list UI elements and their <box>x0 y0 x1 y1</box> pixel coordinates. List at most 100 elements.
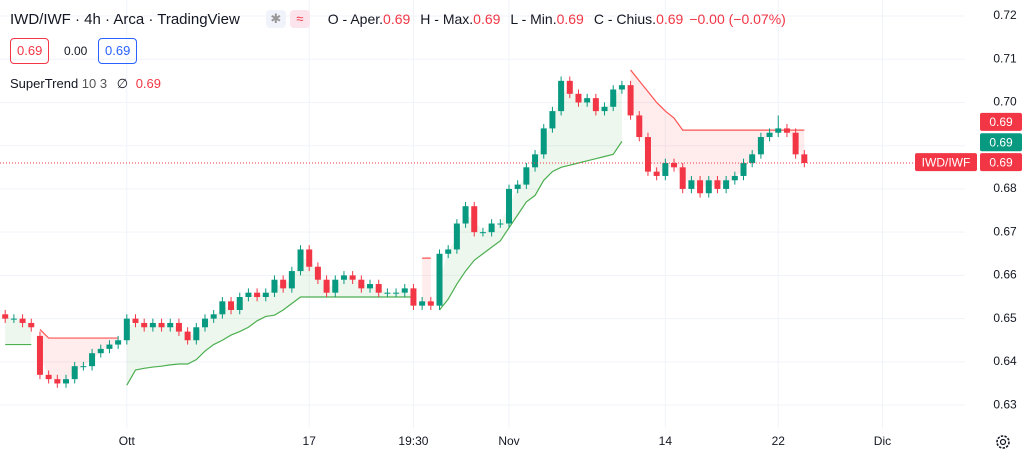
candle-body <box>184 331 191 341</box>
candle-body <box>766 132 773 138</box>
candle-body <box>375 284 382 293</box>
candle-body <box>618 85 625 90</box>
trend-fill <box>5 316 32 345</box>
candle-body <box>349 275 356 280</box>
y-tick-label: 0.63 <box>993 397 1017 411</box>
candle-body <box>141 322 148 328</box>
candle-body <box>106 344 113 349</box>
candle-body <box>314 266 321 280</box>
candle-body <box>679 167 686 189</box>
gear-hole <box>999 438 1007 446</box>
candle-body <box>575 93 582 103</box>
candle-body <box>532 154 539 168</box>
y-tick-label: 0.72 <box>993 8 1017 22</box>
ohlc-value: 0.69 <box>473 11 501 27</box>
candle-body <box>228 301 235 310</box>
candle-body <box>749 154 756 163</box>
ask[interactable]: 0.69 <box>98 38 138 64</box>
candle-body <box>540 128 547 155</box>
candle-body <box>549 111 556 129</box>
candle-body <box>740 162 747 176</box>
candle-body <box>436 253 443 306</box>
trend-fill <box>39 329 119 382</box>
candle-body <box>453 223 460 250</box>
candle-body <box>419 301 426 306</box>
indicator-value: 0.69 <box>135 76 161 91</box>
ohlc-label: H - Max. <box>420 11 474 27</box>
candle-body <box>705 180 712 194</box>
y-tick-label: 0.67 <box>993 224 1017 238</box>
candle-body <box>132 318 139 323</box>
candle-body <box>479 232 486 234</box>
y-tick-label: 0.70 <box>993 95 1017 109</box>
candle-body <box>731 175 738 181</box>
ohlc-label: O - Aper. <box>327 11 384 27</box>
candle-body <box>514 184 521 189</box>
candle-body <box>2 314 9 319</box>
candle-body <box>245 292 252 298</box>
x-tick-label: 19:30 <box>398 434 428 448</box>
candle-body <box>10 318 17 320</box>
candle-body <box>271 279 278 293</box>
candle-body <box>505 188 512 224</box>
candle-body <box>401 288 408 293</box>
symbol-tag-label: IWD/IWF <box>922 155 971 169</box>
gear-ring <box>996 435 1010 449</box>
candle-body <box>427 301 434 306</box>
trend-fill <box>422 258 431 304</box>
header: IWD/IWF · 4h · Arca · TradingView ✱ ≈ O … <box>10 10 786 28</box>
candle-body <box>288 271 295 289</box>
candle-body <box>201 318 208 328</box>
candle-body <box>149 322 156 328</box>
candle-body <box>175 322 182 332</box>
candle-body <box>323 279 330 293</box>
price-tag-bg <box>980 153 1022 172</box>
candle-body <box>254 292 261 298</box>
candle-body <box>488 223 495 233</box>
price-tag-label: 0.69 <box>989 135 1013 149</box>
indicator-symbol: ∅ <box>116 76 129 91</box>
bid[interactable]: 0.69 <box>10 38 50 64</box>
candle-body <box>523 167 530 185</box>
candle-body <box>89 353 96 367</box>
price-tag-label: 0.69 <box>989 115 1013 129</box>
candle-body <box>63 379 70 384</box>
candle-body <box>358 279 365 289</box>
candle-body <box>193 327 200 341</box>
candle-body <box>393 292 400 294</box>
ohlc-value: 0.69 <box>656 11 684 27</box>
candle-body <box>636 115 643 138</box>
candle-body <box>757 137 764 155</box>
price-tag: 0.69 <box>980 133 1022 152</box>
candle-body <box>783 128 790 133</box>
candle-body <box>332 279 339 293</box>
candle-body <box>671 162 678 168</box>
candle-body <box>410 288 417 306</box>
candle-body <box>219 301 226 315</box>
price-tag-bg <box>980 112 1022 131</box>
x-tick-label: Ott <box>119 434 136 448</box>
candle-body <box>688 180 695 189</box>
candle-body <box>115 340 122 345</box>
settings-icon[interactable] <box>996 435 1010 449</box>
candle-body <box>775 128 782 133</box>
icon[interactable]: ≈ <box>289 10 310 28</box>
candle-body <box>340 275 347 280</box>
price-tag-bg <box>980 133 1022 152</box>
candle-body <box>97 348 104 354</box>
x-tick-label: Nov <box>498 434 519 448</box>
x-tick-label: 22 <box>772 434 786 448</box>
symbol: IWD/IWF · 4h · Arca · TradingView <box>10 10 240 28</box>
candle-body <box>80 366 87 368</box>
supertrend-line <box>5 141 623 386</box>
candle-body <box>497 223 504 225</box>
icon[interactable]: ✱ <box>265 10 286 28</box>
candle-body <box>558 80 565 112</box>
trend-fill <box>126 258 414 386</box>
candle-body <box>566 80 573 94</box>
candle-body <box>697 180 704 194</box>
candle-body <box>280 279 287 289</box>
candle-body <box>384 292 391 294</box>
